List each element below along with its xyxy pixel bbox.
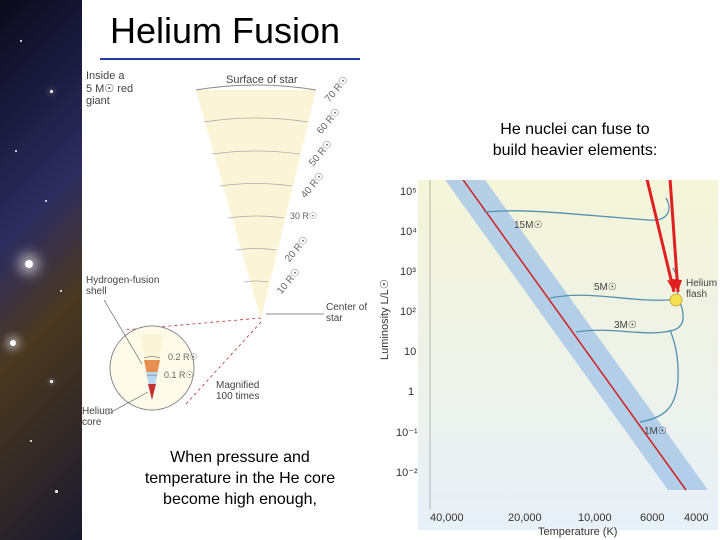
xtick: 4000 bbox=[684, 512, 708, 524]
track-label: 3M☉ bbox=[614, 320, 637, 331]
star-dot bbox=[45, 200, 47, 202]
xtick: 10,000 bbox=[578, 512, 612, 524]
inset-radius: 0.2 R☉ bbox=[168, 352, 198, 363]
ytick: 10⁻¹ bbox=[396, 426, 418, 439]
star-dot bbox=[30, 440, 32, 442]
ylabel: Luminosity L/L☉ bbox=[378, 220, 391, 360]
ytick: 10 bbox=[404, 346, 416, 358]
bottom-text: When pressure andtemperature in the He c… bbox=[120, 448, 360, 510]
ytick: 1 bbox=[408, 386, 414, 398]
hr-svg bbox=[418, 180, 718, 530]
star-dot bbox=[20, 40, 22, 42]
star-dot bbox=[55, 490, 58, 493]
intro-text: He nuclei can fuse tobuild heavier eleme… bbox=[460, 120, 690, 162]
nebula-sidebar bbox=[0, 0, 82, 540]
track-label: 1M☉ bbox=[644, 426, 667, 437]
star-dot bbox=[50, 380, 53, 383]
xtick: 20,000 bbox=[508, 512, 542, 524]
ytick: 10⁻² bbox=[396, 466, 418, 479]
track-label: 5M☉ bbox=[594, 282, 617, 293]
xlabel: Temperature (K) bbox=[538, 526, 617, 538]
hr-diagram: 10⁵ 10⁴ 10³ 10² 10 1 10⁻¹ 10⁻² Luminosit… bbox=[418, 180, 718, 530]
star-dot bbox=[15, 150, 17, 152]
xtick: 40,000 bbox=[430, 512, 464, 524]
shell-label: Hydrogen-fusionshell bbox=[86, 275, 166, 297]
star-bright bbox=[10, 340, 16, 346]
page-title: Helium Fusion bbox=[110, 10, 340, 52]
xtick: 6000 bbox=[640, 512, 664, 524]
ytick: 10⁵ bbox=[400, 186, 417, 198]
arc-label: 30 R☉ bbox=[290, 211, 317, 222]
inset-radius: 0.1 R☉ bbox=[164, 370, 194, 381]
star-dot bbox=[60, 290, 62, 292]
center-label: Center of star bbox=[326, 302, 370, 324]
ytick: 10⁴ bbox=[400, 226, 417, 238]
core-label: Helium core bbox=[82, 406, 132, 428]
stellar-wedge-diagram: Inside a5 M☉ red giant Surface of star 7… bbox=[86, 70, 416, 440]
ytick: 10² bbox=[400, 306, 416, 318]
star-bright bbox=[25, 260, 33, 268]
title-underline bbox=[100, 58, 360, 60]
track-label: 15M☉ bbox=[514, 220, 542, 231]
ytick: 10³ bbox=[400, 266, 416, 278]
star-dot bbox=[50, 90, 53, 93]
flash-label: Helium flash bbox=[686, 278, 720, 300]
magnified-label: Magnified100 times bbox=[216, 380, 276, 402]
